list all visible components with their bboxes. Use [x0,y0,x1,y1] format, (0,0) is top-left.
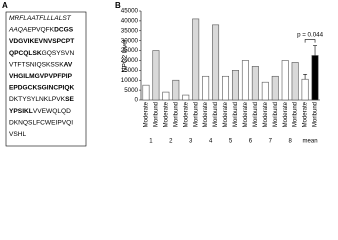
y-tick-label: 40000 [121,18,139,25]
sequence-segment: EPDGCKSGINCPIQK [9,84,74,91]
group-label: mean [303,139,318,145]
sequence-line: VHGILMGVPVPFPIP [9,73,73,80]
x-tick-label: Moderate [283,101,289,127]
bar [271,75,279,101]
y-tick-label: 0 [135,97,139,104]
sequence-line: DKNQSLFCWEIPVQI [9,119,73,126]
sequence-box [5,11,87,147]
sequence-segment: VDGVIKEVNVSPCPT [9,38,74,45]
sequence-segment: PVQFK [32,26,55,33]
y-tick-label: 5000 [124,87,138,94]
group-label: 2 [169,139,173,145]
x-tick-label: Moribund [213,102,219,127]
sequence-segment: VTFTSNIQSKSSK [9,61,64,68]
sequence-line: MRFLAATFLLLALST [9,15,72,22]
panel-label: A [2,1,8,10]
bar [202,75,210,101]
group-label: 3 [189,139,193,145]
y-tick-label: 30000 [121,37,139,44]
sequence-segment: DKTYSYLNKLPVK [9,96,66,103]
bar [311,55,319,101]
bar [152,50,160,101]
y-tick-label: 35000 [121,27,139,34]
y-tick-label: 45000 [121,8,139,15]
y-tick-label: 10000 [121,77,139,84]
x-tick-label: Moderate [203,101,209,127]
sequence-line: YPSIKLVVEWQLQD [9,108,71,115]
sequence-segment: AV [64,61,73,68]
x-tick-label: Moribund [313,102,319,127]
x-tick-label: Moderate [303,101,309,127]
annotation: p = 0.044 [297,31,324,38]
bar [212,24,220,101]
x-tick-label: Moderate [243,101,249,127]
y-axis-title: NPC2 level [122,39,129,72]
sequence-line: VTFTSNIQSKSSKAV [9,61,73,68]
group-label: 6 [249,139,253,145]
sequence-segment: VHGILMGVPVPFPIP [9,73,73,80]
bar [281,60,289,101]
x-tick-label: Moderate [163,101,169,127]
sequence-segment: DKNQSLFCWEIPVQI [9,119,73,126]
sequence-line: DKTYSYLNKLPVKSE [9,96,74,103]
panel-label: B [115,1,121,10]
x-tick-label: Moribund [273,102,279,127]
sequence-line: QPCQLSKGQSYSVN [9,50,74,57]
bar [261,81,269,101]
x-tick-label: Moribund [293,102,299,127]
x-tick-label: Moribund [153,102,159,127]
x-tick-label: Moribund [253,102,259,127]
x-tick-label: Moribund [193,102,199,127]
significance-bracket [304,39,316,43]
group-label: 4 [209,139,213,145]
sequence-segment: SE [65,96,74,103]
figure: A B NPC2 level MRFLAATFLLLALST AAQAEPVQFK… [2,1,324,147]
sequence-line: EPDGCKSGINCPIQK [9,84,74,91]
bar [172,79,180,101]
x-tick-label: Moderate [144,101,150,127]
sequence-line: AAQAEPVQFKDCGS [8,26,74,33]
sequence-segment: VVEWQLQD [33,108,71,115]
bar [301,78,309,101]
sequence-segment: DCGS [54,26,74,33]
group-label: 8 [288,139,292,145]
sequence-segment: GQSYSVN [42,50,75,57]
bar [162,91,170,101]
group-label: 7 [269,139,273,145]
group-label: 5 [229,139,233,145]
bar [142,84,150,101]
bar [182,94,190,101]
sequence-segment: AAQAE [8,26,32,33]
x-tick-label: Moderate [223,101,229,127]
x-tick-label: Moderate [183,101,189,127]
sequence-segment: YPSIKL [9,108,33,115]
x-tick-label: Moribund [233,102,239,127]
bar [231,70,239,101]
sequence-segment: MRFLAATFLLLALST [9,15,72,22]
group-label: 1 [149,139,153,145]
x-tick-label: Moribund [173,102,179,127]
bar [241,60,249,101]
sequence-segment: QPCQLSK [9,50,42,57]
y-tick-label: 15000 [121,67,139,74]
x-tick-label: Moderate [263,101,269,127]
bar [222,75,230,101]
sequence-line: VDGVIKEVNVSPCPT [9,38,74,45]
y-tick-label: 20000 [121,57,139,64]
bar [291,62,299,101]
y-tick-label: 25000 [121,47,139,54]
sequence-segment: VSHL [9,131,27,138]
bar [251,66,259,101]
sequence-line: VSHL [9,131,27,138]
bar [192,18,200,101]
